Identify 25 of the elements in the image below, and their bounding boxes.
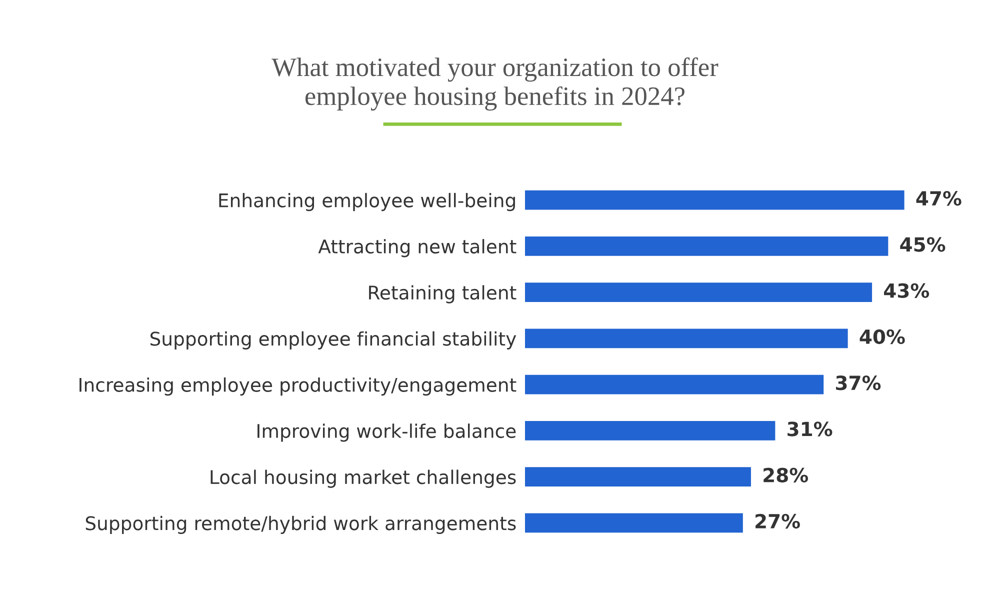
y-tick-label: Supporting employee financial stability <box>150 331 516 350</box>
y-tick-label: Local housing market challenges <box>210 470 516 488</box>
data-label: 43% <box>884 283 930 298</box>
y-tick-label: Attracting new talent <box>318 239 516 258</box>
bar <box>525 513 743 533</box>
y-tick-label: Improving work-life balance <box>258 424 516 442</box>
data-label: 45% <box>900 237 946 252</box>
data-label: 40% <box>860 329 905 344</box>
bar <box>525 282 872 302</box>
data-label: 31% <box>788 422 832 436</box>
data-label: 28% <box>764 468 808 482</box>
y-tick-label: Supporting remote/hybrid work arrangements <box>86 516 516 534</box>
bar <box>525 421 776 440</box>
bar <box>525 190 904 210</box>
y-tick-label: Increasing employee productivity/engagement <box>80 377 516 396</box>
data-label: 47% <box>916 190 962 206</box>
y-tick-label: Enhancing employee well-being <box>219 192 515 212</box>
bar <box>525 236 888 256</box>
bar <box>525 374 824 394</box>
chart-title: What motivated your organization to offer employee housing benefits in 2024? <box>272 57 718 111</box>
bar <box>525 467 751 486</box>
data-label: 37% <box>836 375 881 390</box>
data-label: 27% <box>756 514 800 529</box>
bar <box>525 328 848 348</box>
y-tick-label: Retaining talent <box>369 285 516 304</box>
